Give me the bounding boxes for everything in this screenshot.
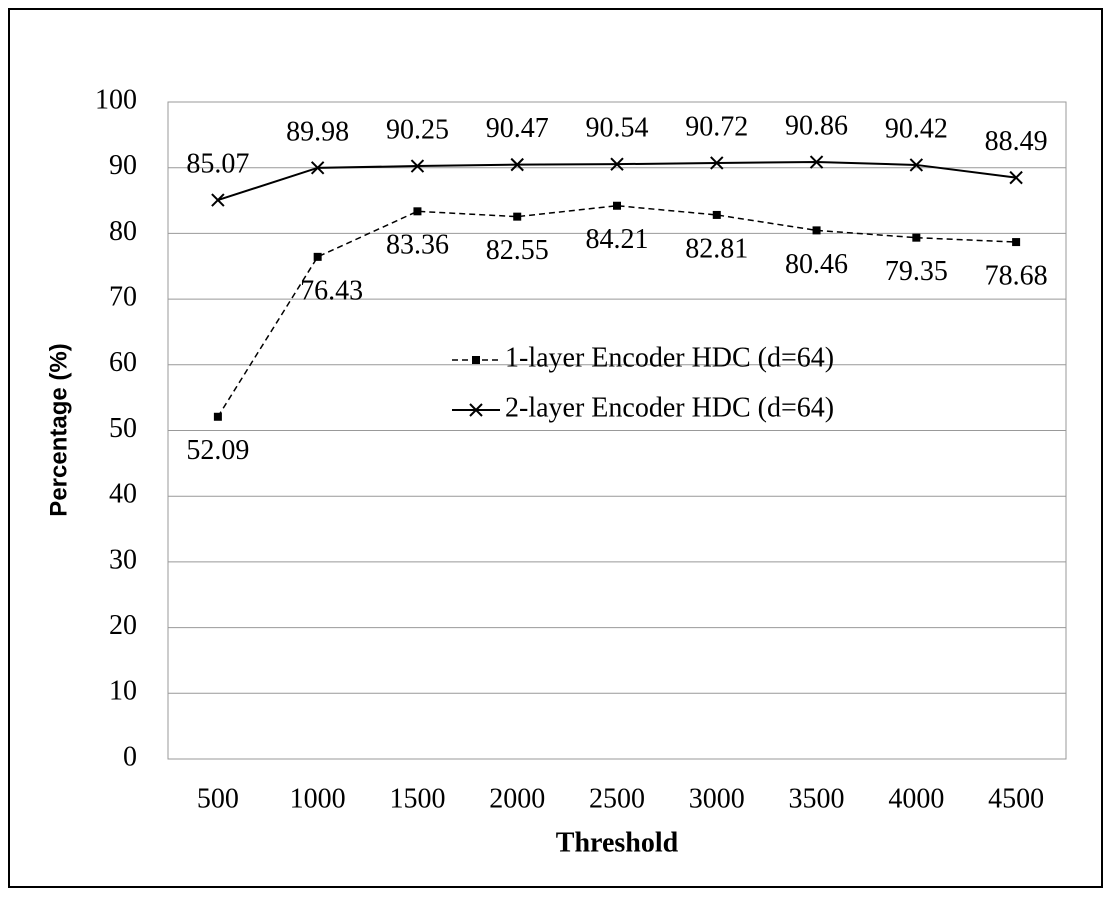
marker [812,226,821,235]
y-tick-label: 70 [109,282,137,313]
y-tick-label: 60 [109,347,137,378]
x-tick-label: 3500 [789,783,845,814]
x-axis-title: Threshold [556,827,679,858]
x-tick-label: 1000 [290,783,346,814]
marker [809,155,824,169]
data-label: 76.43 [300,275,363,306]
data-label: 90.54 [586,113,649,144]
data-label: 90.47 [486,113,549,144]
data-label: 88.49 [985,126,1048,157]
marker [909,158,924,172]
x-tick-label: 4500 [988,783,1044,814]
marker [413,207,422,216]
y-tick-label: 30 [109,544,137,575]
legend-marker [469,403,483,417]
legend-label: 2-layer Encoder HDC (d=64) [505,392,834,423]
x-tick-label: 4000 [888,783,944,814]
marker [1012,238,1021,247]
data-label: 90.25 [386,114,449,145]
y-tick-label: 50 [109,413,137,444]
marker [610,157,624,171]
data-label: 85.07 [186,149,249,180]
x-tick-label: 500 [197,783,239,814]
data-label: 82.55 [486,235,549,266]
x-tick-label: 2500 [589,783,645,814]
marker [912,233,921,242]
marker [310,161,325,175]
y-tick-label: 80 [109,216,137,247]
marker [513,212,522,221]
data-label: 82.81 [685,233,748,264]
marker [710,156,724,170]
legend-label: 1-layer Encoder HDC (d=64) [505,342,834,373]
x-tick-label: 1500 [389,783,445,814]
marker [410,159,425,173]
marker [510,157,524,172]
data-label: 90.86 [785,110,848,141]
marker [712,210,721,219]
x-tick-label: 3000 [689,783,745,814]
data-label: 78.68 [985,260,1048,291]
plot-border [167,101,1067,760]
legend-marker [472,356,480,364]
y-tick-label: 10 [109,676,137,707]
data-label: 90.72 [685,111,748,142]
y-tick-label: 40 [109,479,137,510]
y-tick-label: 90 [109,150,137,181]
data-label: 52.09 [186,435,249,466]
marker [211,193,225,207]
y-tick-label: 20 [109,610,137,641]
data-label: 80.46 [785,249,848,280]
y-axis-title: Percentage (%) [45,343,72,516]
frame [8,8,1103,888]
data-label: 89.98 [286,116,349,147]
data-label: 90.42 [885,113,948,144]
y-tick-label: 0 [123,741,137,772]
series-line [217,204,1017,418]
marker [313,252,322,261]
y-tick-label: 100 [95,84,137,115]
data-label: 79.35 [885,256,948,287]
marker [213,412,222,421]
data-label: 84.21 [586,224,649,255]
marker [613,201,621,210]
x-tick-label: 2000 [489,783,545,814]
marker [1009,170,1023,185]
data-label: 83.36 [386,230,449,261]
